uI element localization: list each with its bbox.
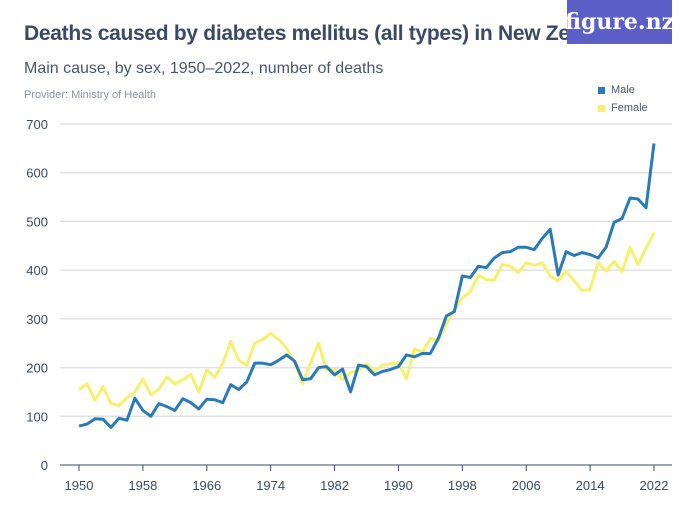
x-tick-label: 2006 bbox=[512, 478, 541, 493]
y-tick-label: 400 bbox=[26, 263, 48, 278]
series-line-male bbox=[78, 143, 656, 429]
legend-female: Female bbox=[598, 102, 648, 114]
x-tick-label: 1974 bbox=[256, 478, 285, 493]
x-tick-label: 2022 bbox=[640, 478, 669, 493]
provider-note: Provider: Ministry of Health bbox=[24, 89, 157, 101]
x-tick-label: 1950 bbox=[65, 478, 94, 493]
y-tick-label: 700 bbox=[26, 117, 48, 132]
x-tick-label: 1998 bbox=[448, 478, 477, 493]
y-tick-label: 200 bbox=[26, 361, 48, 376]
chart-subtitle: Main cause, by sex, 1950–2022, number of… bbox=[24, 60, 384, 77]
y-tick-label: 500 bbox=[26, 214, 48, 229]
legend-male: Male bbox=[598, 84, 635, 96]
x-tick-label: 2014 bbox=[576, 478, 605, 493]
y-tick-label: 100 bbox=[26, 409, 48, 424]
series-line-female bbox=[78, 231, 656, 408]
y-tick-label: 600 bbox=[26, 166, 48, 181]
legend-swatch-male bbox=[598, 86, 605, 94]
x-tick-label: 1958 bbox=[128, 478, 157, 493]
legend-label-female: Female bbox=[611, 102, 648, 114]
x-tick-label: 1966 bbox=[192, 478, 221, 493]
y-tick-label: 0 bbox=[41, 458, 48, 473]
chart-title: Deaths caused by diabetes mellitus (all … bbox=[24, 22, 624, 45]
x-tick-label: 1982 bbox=[320, 478, 349, 493]
x-tick-label: 1990 bbox=[384, 478, 413, 493]
legend-swatch-female bbox=[598, 104, 605, 112]
y-tick-label: 300 bbox=[26, 312, 48, 327]
legend-label-male: Male bbox=[611, 84, 635, 96]
figure-nz-logo[interactable]: figure.nz bbox=[565, 0, 674, 44]
